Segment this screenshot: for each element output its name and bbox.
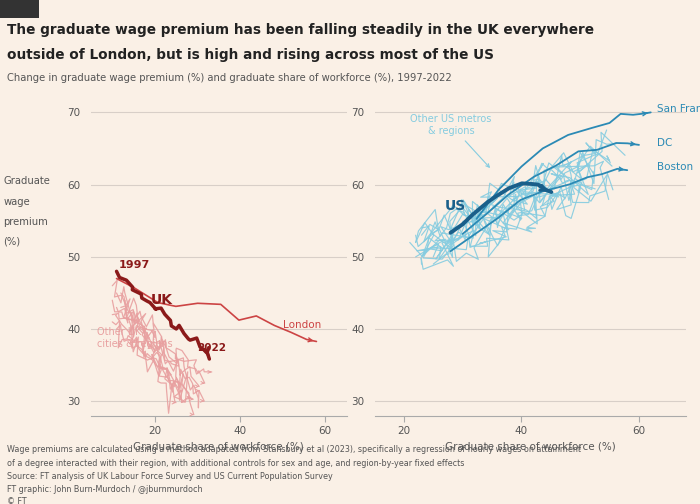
Text: UK: UK <box>150 293 173 307</box>
Text: FT graphic: John Burn-Murdoch / @jburnmurdoch: FT graphic: John Burn-Murdoch / @jburnmu… <box>7 485 202 494</box>
Text: San Francisco: San Francisco <box>657 104 700 114</box>
X-axis label: Graduate share of workforce (%): Graduate share of workforce (%) <box>445 442 615 452</box>
Text: outside of London, but is high and rising across most of the US: outside of London, but is high and risin… <box>7 48 494 62</box>
Text: premium: premium <box>4 217 48 227</box>
Text: of a degree interacted with their region, with additional controls for sex and a: of a degree interacted with their region… <box>7 459 464 468</box>
Text: Wage premiums are calculated using a method adapated from Stansbury et al (2023): Wage premiums are calculated using a met… <box>7 445 581 454</box>
Text: The graduate wage premium has been falling steadily in the UK everywhere: The graduate wage premium has been falli… <box>7 23 594 37</box>
Text: wage: wage <box>4 197 30 207</box>
Text: Boston: Boston <box>657 162 693 171</box>
Text: Graduate: Graduate <box>4 176 50 186</box>
Text: (%): (%) <box>4 237 20 247</box>
Text: 1997: 1997 <box>119 260 150 270</box>
Text: Other US metros
& regions: Other US metros & regions <box>410 114 491 167</box>
Text: London: London <box>283 320 321 330</box>
Text: Source: FT analysis of UK Labour Force Survey and US Current Population Survey: Source: FT analysis of UK Labour Force S… <box>7 472 332 481</box>
Text: US: US <box>445 199 466 213</box>
Text: © FT: © FT <box>7 497 27 504</box>
X-axis label: Graduate share of workforce (%): Graduate share of workforce (%) <box>134 442 304 452</box>
Text: Other UK
cities & regions: Other UK cities & regions <box>97 327 173 349</box>
Text: 2022: 2022 <box>197 343 227 353</box>
Text: Change in graduate wage premium (%) and graduate share of workforce (%), 1997-20: Change in graduate wage premium (%) and … <box>7 73 452 83</box>
Text: DC: DC <box>657 138 672 148</box>
